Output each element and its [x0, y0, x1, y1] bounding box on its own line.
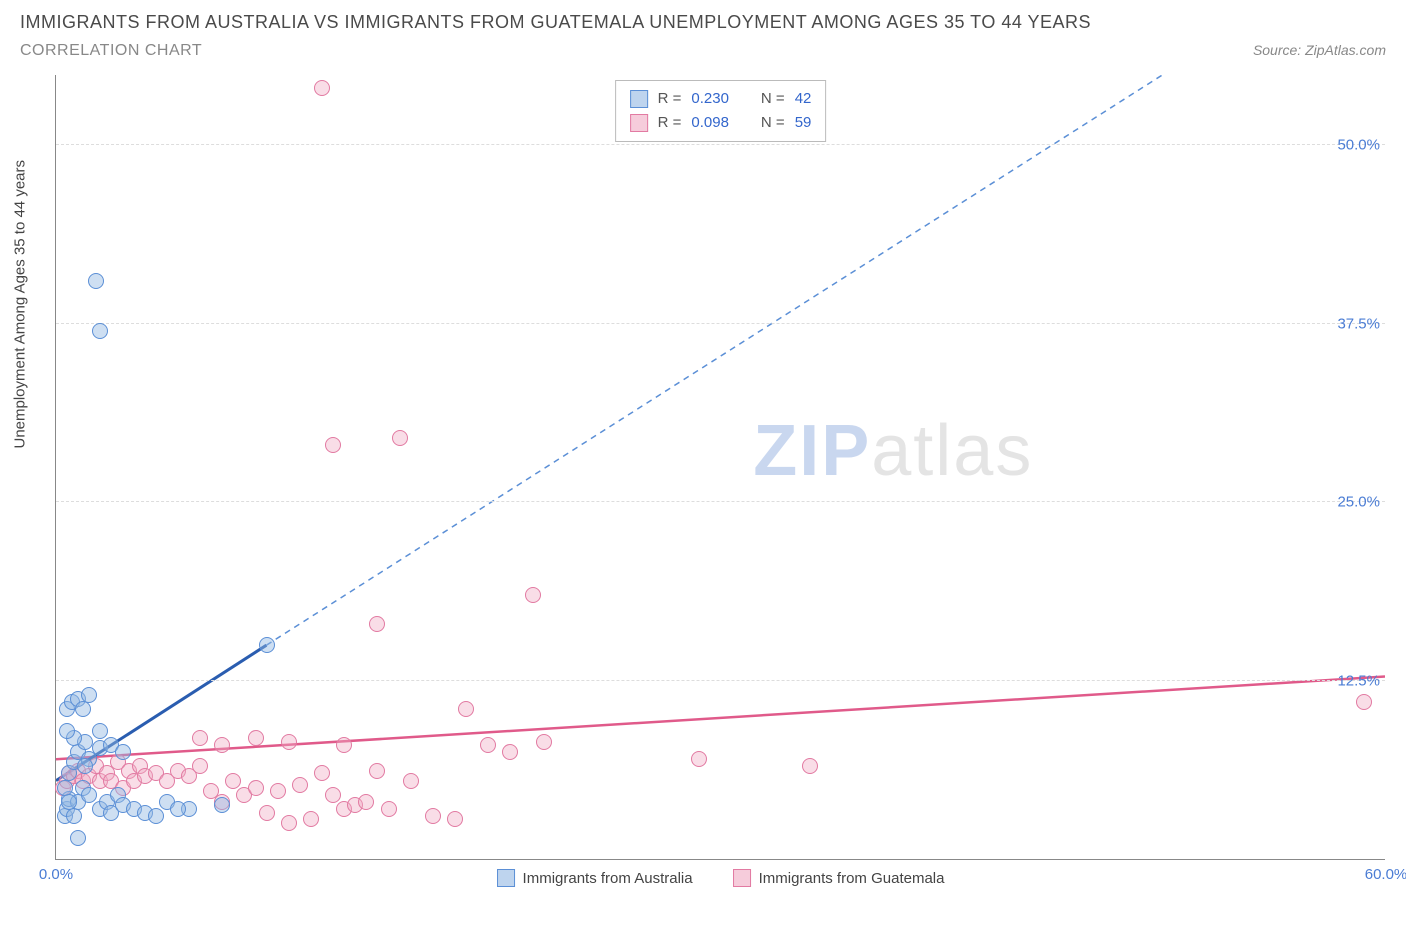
data-point	[314, 765, 330, 781]
data-point	[1356, 694, 1372, 710]
y-tick-label: 12.5%	[1320, 672, 1390, 689]
series-legend: Immigrants from Australia Immigrants from…	[497, 869, 945, 887]
watermark-atlas: atlas	[871, 411, 1033, 491]
r-value: 0.098	[691, 111, 729, 135]
data-point	[336, 737, 352, 753]
r-value: 0.230	[691, 87, 729, 111]
data-point	[325, 437, 341, 453]
data-point	[502, 744, 518, 760]
y-tick-label: 25.0%	[1320, 494, 1390, 511]
data-point	[77, 758, 93, 774]
data-point	[92, 323, 108, 339]
data-point	[92, 723, 108, 739]
watermark: ZIPatlas	[753, 410, 1033, 492]
x-tick-label: 60.0%	[1365, 866, 1406, 883]
data-point	[458, 701, 474, 717]
data-point	[447, 811, 463, 827]
data-point	[802, 758, 818, 774]
legend-item: Immigrants from Guatemala	[733, 869, 945, 887]
data-point	[75, 701, 91, 717]
x-tick-label: 0.0%	[39, 866, 73, 883]
data-point	[115, 744, 131, 760]
gridline	[56, 144, 1385, 145]
chart-subtitle: CORRELATION CHART	[20, 42, 202, 60]
data-point	[281, 734, 297, 750]
data-point	[170, 801, 186, 817]
data-point	[81, 687, 97, 703]
data-point	[248, 730, 264, 746]
n-label: N =	[761, 87, 785, 111]
data-point	[536, 734, 552, 750]
data-point	[358, 794, 374, 810]
data-point	[259, 637, 275, 653]
gridline	[56, 680, 1385, 681]
source-credit: Source: ZipAtlas.com	[1253, 42, 1386, 58]
stats-row: R = 0.098 N = 59	[630, 111, 812, 135]
data-point	[88, 273, 104, 289]
data-point	[248, 780, 264, 796]
data-point	[369, 763, 385, 779]
data-point	[259, 805, 275, 821]
stats-row: R = 0.230 N = 42	[630, 87, 812, 111]
gridline	[56, 323, 1385, 324]
data-point	[325, 787, 341, 803]
legend-label: Immigrants from Guatemala	[759, 870, 945, 887]
data-point	[192, 758, 208, 774]
data-point	[59, 723, 75, 739]
legend-swatch	[630, 114, 648, 132]
r-label: R =	[658, 87, 682, 111]
legend-swatch	[733, 869, 751, 887]
data-point	[281, 815, 297, 831]
legend-item: Immigrants from Australia	[497, 869, 693, 887]
data-point	[270, 783, 286, 799]
data-point	[214, 797, 230, 813]
data-point	[314, 80, 330, 96]
data-point	[148, 808, 164, 824]
data-point	[66, 808, 82, 824]
legend-label: Immigrants from Australia	[523, 870, 693, 887]
data-point	[81, 787, 97, 803]
r-label: R =	[658, 111, 682, 135]
n-value: 42	[795, 87, 812, 111]
data-point	[225, 773, 241, 789]
data-point	[70, 830, 86, 846]
data-point	[425, 808, 441, 824]
data-point	[192, 730, 208, 746]
chart-title: IMMIGRANTS FROM AUSTRALIA VS IMMIGRANTS …	[20, 12, 1091, 33]
chart-container: IMMIGRANTS FROM AUSTRALIA VS IMMIGRANTS …	[0, 0, 1406, 930]
gridline	[56, 501, 1385, 502]
data-point	[214, 737, 230, 753]
n-label: N =	[761, 111, 785, 135]
data-point	[403, 773, 419, 789]
data-point	[691, 751, 707, 767]
data-point	[61, 794, 77, 810]
data-point	[525, 587, 541, 603]
legend-swatch	[630, 90, 648, 108]
legend-swatch	[497, 869, 515, 887]
plot-area: ZIPatlas R =0.230N =42R =0.098N =59 Immi…	[55, 75, 1385, 860]
stats-legend: R = 0.230 N = 42 R = 0.098 N = 59	[615, 80, 827, 142]
n-value: 59	[795, 111, 812, 135]
data-point	[292, 777, 308, 793]
y-tick-label: 50.0%	[1320, 137, 1390, 154]
y-tick-label: 37.5%	[1320, 315, 1390, 332]
data-point	[369, 616, 385, 632]
data-point	[381, 801, 397, 817]
watermark-zip: ZIP	[753, 411, 871, 491]
data-point	[392, 430, 408, 446]
y-axis-label: Unemployment Among Ages 35 to 44 years	[12, 160, 29, 449]
data-point	[303, 811, 319, 827]
data-point	[480, 737, 496, 753]
